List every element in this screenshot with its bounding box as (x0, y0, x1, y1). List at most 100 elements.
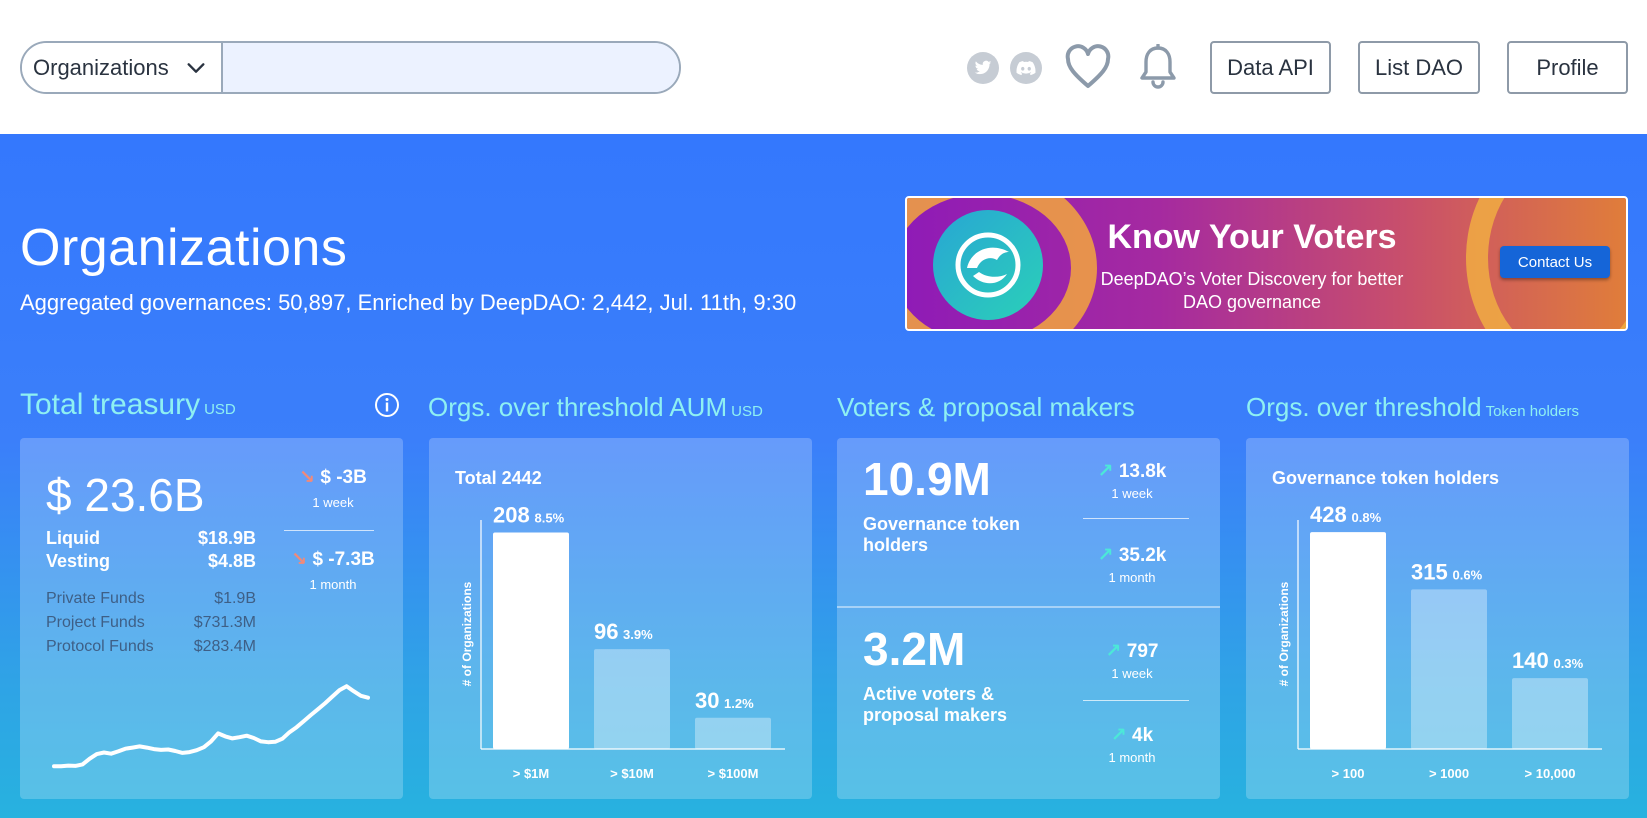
private-funds-row: Private Funds $1.9B (46, 590, 256, 608)
banner-decoration (1466, 198, 1626, 329)
change-value: 4k (1132, 725, 1154, 746)
aum-section-title: Orgs. over threshold AUM USD (428, 392, 763, 423)
bar-percent-label: 1.2% (724, 696, 754, 711)
row-value: $4.8B (207, 551, 256, 571)
chevron-down-icon (187, 62, 205, 73)
twitter-icon[interactable] (967, 52, 999, 84)
holders-label: Governance token holders (863, 514, 1021, 555)
data-api-button[interactable]: Data API (1210, 41, 1331, 94)
change-value: 797 (1126, 641, 1159, 662)
bar-percent-label: 8.5% (535, 510, 565, 525)
change-period: 1 month (1108, 570, 1156, 585)
divider (837, 606, 1220, 608)
search-category-select[interactable]: Organizations (22, 43, 223, 92)
bar-value-label: 208 (493, 502, 530, 527)
row-label: Project Funds (46, 614, 145, 631)
change-period: 1 month (309, 577, 357, 592)
liquid-row: Liquid $18.9B (46, 528, 256, 549)
contact-us-button[interactable]: Contact Us (1500, 246, 1610, 278)
change-period: 1 week (312, 495, 354, 510)
change-period: 1 month (1108, 750, 1156, 765)
holders-change-week: ↗ 13.8k 1 week (1077, 460, 1187, 501)
row-value: $731.3M (193, 614, 256, 631)
change-value: 13.8k (1118, 461, 1167, 482)
holders-title: Orgs. over threshold (1246, 392, 1482, 422)
vesting-row: Vesting $4.8B (46, 551, 256, 572)
bar-percent-label: 0.6% (1453, 567, 1483, 582)
sparkline-series (52, 684, 370, 769)
search-input[interactable] (223, 43, 679, 92)
treasury-sparkline (52, 684, 370, 769)
holders-section-title: Orgs. over threshold Token holders (1246, 392, 1579, 423)
treasury-title: Total treasury (20, 388, 201, 421)
divider (1083, 700, 1189, 701)
x-tick-label: > 100 (1332, 766, 1365, 781)
treasury-change-week: ↘ $ -3B 1 week (288, 466, 378, 510)
x-tick-label: > 1000 (1429, 766, 1469, 781)
row-label: Vesting (46, 551, 111, 571)
holders-bar-chart: # of Organizations 428 0.8% > 100 315 0.6% > 1… (1277, 502, 1602, 781)
row-value: $18.9B (197, 528, 256, 548)
banner-title: Know Your Voters (1107, 218, 1397, 256)
bar-percent-label: 0.3% (1554, 656, 1584, 671)
voter-discovery-banner[interactable]: Know Your Voters DeepDAO’s Voter Discove… (905, 196, 1628, 331)
change-value: $ -3B (320, 467, 367, 488)
bar-value-label: 428 (1310, 502, 1347, 527)
x-tick-label: > $10M (610, 766, 654, 781)
active-voters-label: Active voters & proposal makers (863, 684, 1008, 725)
down-arrow-icon: ↘ (291, 549, 308, 570)
info-icon[interactable] (374, 392, 400, 418)
y-axis-label: # of Organizations (1277, 581, 1291, 686)
treasury-change-month: ↘ $ -7.3B 1 month (288, 548, 378, 592)
bar-percent-label: 3.9% (623, 627, 653, 642)
project-funds-row: Project Funds $731.3M (46, 614, 256, 632)
bar (493, 532, 569, 749)
up-arrow-icon: ↗ (1110, 725, 1127, 746)
aum-chart-title: Total 2442 (455, 468, 542, 488)
top-bar: Organizations Data API List DAO Profile (0, 0, 1647, 134)
bar (1512, 678, 1588, 749)
treasury-unit: USD (204, 401, 236, 418)
change-period: 1 week (1111, 486, 1153, 501)
search-bar: Organizations (20, 41, 681, 94)
row-value: $1.9B (214, 590, 256, 607)
up-arrow-icon: ↗ (1097, 545, 1114, 566)
divider (284, 530, 374, 531)
treasury-total: $ 23.6B (46, 469, 205, 521)
heart-icon[interactable] (1064, 44, 1112, 90)
aum-unit: USD (731, 403, 763, 420)
row-label: Liquid (46, 528, 100, 548)
bar (695, 717, 771, 749)
voters-section-title: Voters & proposal makers (837, 392, 1135, 422)
x-tick-label: > $100M (708, 766, 759, 781)
holders-count: 10.9M (863, 453, 991, 505)
bar-value-label: 96 (594, 619, 618, 644)
active-voters-change-week: ↗ 797 1 week (1077, 640, 1187, 681)
change-value: $ -7.3B (312, 549, 375, 570)
search-category-value: Organizations (33, 54, 169, 80)
bar-value-label: 30 (695, 688, 719, 713)
bar (1411, 589, 1487, 749)
aum-title: Orgs. over threshold AUM (428, 392, 728, 422)
treasury-section-title: Total treasury USD (20, 388, 236, 422)
page-title: Organizations (20, 219, 348, 277)
aum-bar-chart: # of Organizations 208 8.5% > $1M 96 3.9% > $1… (460, 502, 785, 781)
dolphin-logo-icon (933, 210, 1043, 320)
discord-icon[interactable] (1010, 52, 1042, 84)
row-label: Private Funds (46, 590, 145, 607)
row-value: $283.4M (193, 638, 256, 655)
aum-card: Total 2442 # of Organizations 208 8.5% > $1… (429, 438, 812, 799)
bar-value-label: 140 (1512, 648, 1549, 673)
y-axis-label: # of Organizations (460, 581, 474, 686)
x-tick-label: > $1M (513, 766, 550, 781)
profile-button[interactable]: Profile (1507, 41, 1628, 94)
holders-unit: Token holders (1485, 403, 1579, 420)
change-period: 1 week (1111, 666, 1153, 681)
list-dao-button[interactable]: List DAO (1358, 41, 1480, 94)
up-arrow-icon: ↗ (1105, 641, 1122, 662)
bar-percent-label: 0.8% (1352, 510, 1382, 525)
change-value: 35.2k (1118, 545, 1167, 566)
bell-icon[interactable] (1138, 44, 1178, 90)
holders-chart-title: Governance token holders (1272, 468, 1500, 488)
holders-card: Governance token holders # of Organizati… (1246, 438, 1629, 799)
